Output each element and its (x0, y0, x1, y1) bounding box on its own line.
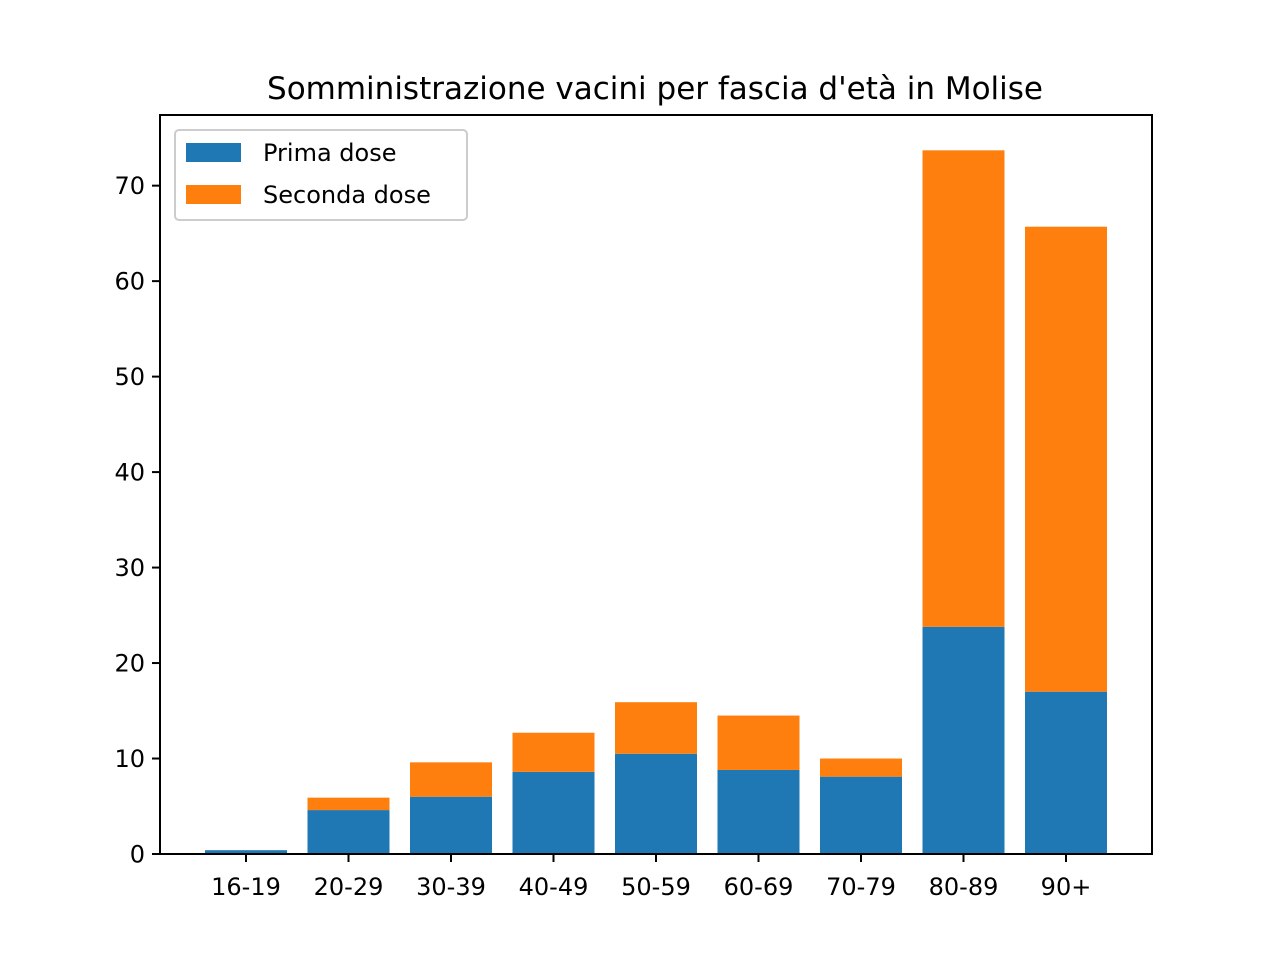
y-tick-label: 70 (114, 172, 145, 200)
legend-swatch (186, 143, 241, 162)
legend-label: Seconda dose (263, 181, 431, 209)
bars-group (205, 150, 1107, 854)
plot-frame (159, 114, 1153, 855)
bar-seconda-dose-30-39 (410, 762, 492, 797)
bar-prima-dose-90+ (1025, 691, 1107, 854)
legend-swatch (186, 185, 241, 204)
bar-seconda-dose-90+ (1025, 226, 1107, 692)
bar-prima-dose-50-59 (615, 753, 697, 854)
bar-prima-dose-30-39 (410, 796, 492, 854)
y-tick-label: 10 (114, 745, 145, 773)
bar-prima-dose-16-19 (205, 850, 287, 854)
y-tick-label: 50 (114, 363, 145, 391)
legend: Prima dose Seconda dose (174, 129, 468, 221)
bar-seconda-dose-50-59 (615, 702, 697, 754)
x-tick-label: 16-19 (211, 873, 281, 901)
bar-seconda-dose-80-89 (922, 150, 1005, 627)
y-axis: 0 10 20 30 40 50 60 70 (114, 172, 160, 869)
bar-seconda-dose-20-29 (307, 797, 390, 811)
bar-seconda-dose-40-49 (512, 732, 595, 772)
y-tick-label: 0 (130, 841, 145, 869)
x-tick-label: 40-49 (519, 873, 589, 901)
x-tick-label: 50-59 (621, 873, 691, 901)
chart-title: Somministrazione vacini per fascia d'età… (267, 71, 1043, 107)
x-tick-label: 80-89 (929, 873, 999, 901)
bar-seconda-dose-60-69 (717, 715, 800, 770)
x-tick-label: 20-29 (314, 873, 384, 901)
legend-frame (174, 129, 468, 221)
legend-label: Prima dose (263, 139, 397, 167)
x-tick-label: 70-79 (826, 873, 896, 901)
y-tick-label: 40 (114, 459, 145, 487)
bar-prima-dose-80-89 (922, 626, 1005, 854)
bar-prima-dose-60-69 (717, 769, 800, 854)
x-axis: 16-19 20-29 30-39 40-49 50-59 60-69 70-79 80-89… (211, 854, 1091, 901)
x-tick-label: 60-69 (724, 873, 794, 901)
x-tick-label: 30-39 (416, 873, 486, 901)
bar-prima-dose-20-29 (307, 810, 390, 854)
x-tick-label: 90+ (1041, 873, 1092, 901)
y-tick-label: 30 (114, 554, 145, 582)
bar-seconda-dose-70-79 (820, 758, 902, 777)
bar-prima-dose-40-49 (512, 771, 595, 854)
y-tick-label: 20 (114, 650, 145, 678)
bar-prima-dose-70-79 (820, 776, 902, 854)
y-tick-label: 60 (114, 268, 145, 296)
